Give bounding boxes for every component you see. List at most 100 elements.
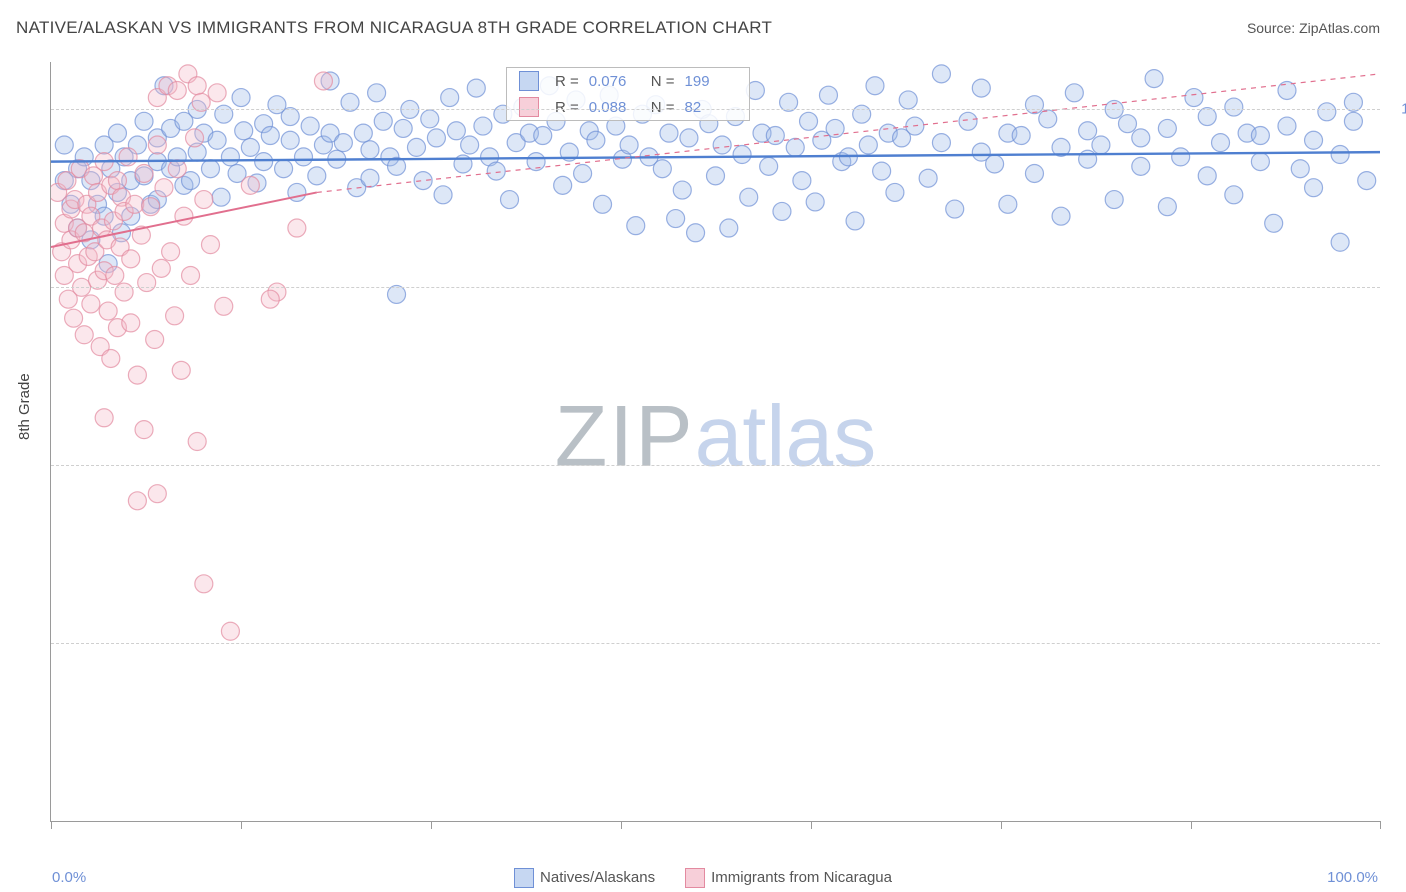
- data-point: [182, 266, 200, 284]
- data-point: [1251, 153, 1269, 171]
- data-point: [946, 200, 964, 218]
- data-point: [275, 160, 293, 178]
- data-point: [1212, 134, 1230, 152]
- data-point: [866, 77, 884, 95]
- data-point: [1185, 89, 1203, 107]
- data-point: [201, 160, 219, 178]
- data-point: [166, 307, 184, 325]
- data-point: [152, 259, 170, 277]
- data-point: [1172, 148, 1190, 166]
- data-point: [215, 297, 233, 315]
- data-point: [126, 195, 144, 213]
- data-point: [241, 138, 259, 156]
- data-point: [354, 124, 372, 142]
- data-point: [1225, 186, 1243, 204]
- data-point: [394, 119, 412, 137]
- data-point: [1344, 112, 1362, 130]
- data-point: [1105, 191, 1123, 209]
- data-point: [195, 191, 213, 209]
- data-point: [1012, 127, 1030, 145]
- data-point: [135, 164, 153, 182]
- legend-swatch: [519, 97, 539, 117]
- data-point: [959, 112, 977, 130]
- data-point: [261, 127, 279, 145]
- legend-n-value: 199: [685, 73, 737, 90]
- data-point: [168, 160, 186, 178]
- data-point: [574, 164, 592, 182]
- data-point: [1039, 110, 1057, 128]
- data-point: [162, 243, 180, 261]
- data-point: [142, 198, 160, 216]
- data-point: [919, 169, 937, 187]
- data-point: [208, 84, 226, 102]
- data-point: [786, 138, 804, 156]
- data-point: [122, 314, 140, 332]
- data-point: [713, 136, 731, 154]
- data-point: [487, 162, 505, 180]
- data-point: [427, 129, 445, 147]
- legend-n-label: N =: [651, 99, 675, 116]
- data-point: [587, 131, 605, 149]
- x-tick: [1001, 821, 1002, 829]
- data-point: [128, 492, 146, 510]
- data-point: [232, 89, 250, 107]
- x-tick: [1380, 821, 1381, 829]
- data-point: [1251, 127, 1269, 145]
- gridline-h: [51, 643, 1380, 644]
- data-point: [1079, 150, 1097, 168]
- data-point: [1225, 98, 1243, 116]
- data-point: [148, 485, 166, 503]
- data-point: [235, 122, 253, 140]
- data-point: [1025, 96, 1043, 114]
- data-point: [1118, 115, 1136, 133]
- y-axis-title: 8th Grade: [16, 373, 33, 440]
- data-point: [620, 136, 638, 154]
- data-point: [554, 176, 572, 194]
- legend-label: Natives/Alaskans: [540, 869, 655, 886]
- data-point: [441, 89, 459, 107]
- x-tick: [621, 821, 622, 829]
- data-point: [175, 207, 193, 225]
- data-point: [148, 136, 166, 154]
- data-point: [627, 217, 645, 235]
- data-point: [673, 181, 691, 199]
- data-point: [212, 188, 230, 206]
- data-point: [1158, 198, 1176, 216]
- header-bar: NATIVE/ALASKAN VS IMMIGRANTS FROM NICARA…: [0, 0, 1406, 44]
- data-point: [135, 421, 153, 439]
- data-point: [99, 302, 117, 320]
- data-point: [720, 219, 738, 237]
- data-point: [334, 134, 352, 152]
- data-point: [407, 138, 425, 156]
- data-point: [208, 131, 226, 149]
- legend-r-label: R =: [555, 99, 579, 116]
- legend-stat-row: R =0.076N =199: [507, 68, 749, 94]
- data-point: [146, 331, 164, 349]
- data-point: [1065, 84, 1083, 102]
- data-point: [1331, 146, 1349, 164]
- data-point: [1305, 131, 1323, 149]
- legend-r-value: 0.088: [589, 99, 641, 116]
- data-point: [1025, 164, 1043, 182]
- data-point: [1331, 233, 1349, 251]
- data-point: [467, 79, 485, 97]
- gridline-h: [51, 109, 1380, 110]
- x-tick: [431, 821, 432, 829]
- data-point: [932, 134, 950, 152]
- data-point: [986, 155, 1004, 173]
- gridline-h: [51, 287, 1380, 288]
- data-point: [667, 210, 685, 228]
- data-point: [195, 575, 213, 593]
- data-point: [115, 283, 133, 301]
- data-point: [1291, 160, 1309, 178]
- data-point: [108, 172, 126, 190]
- x-tick: [51, 821, 52, 829]
- data-point: [1052, 207, 1070, 225]
- data-point: [55, 136, 73, 154]
- data-point: [594, 195, 612, 213]
- data-point: [1305, 179, 1323, 197]
- data-point: [421, 110, 439, 128]
- data-point: [733, 146, 751, 164]
- data-point: [1145, 70, 1163, 88]
- data-point: [534, 127, 552, 145]
